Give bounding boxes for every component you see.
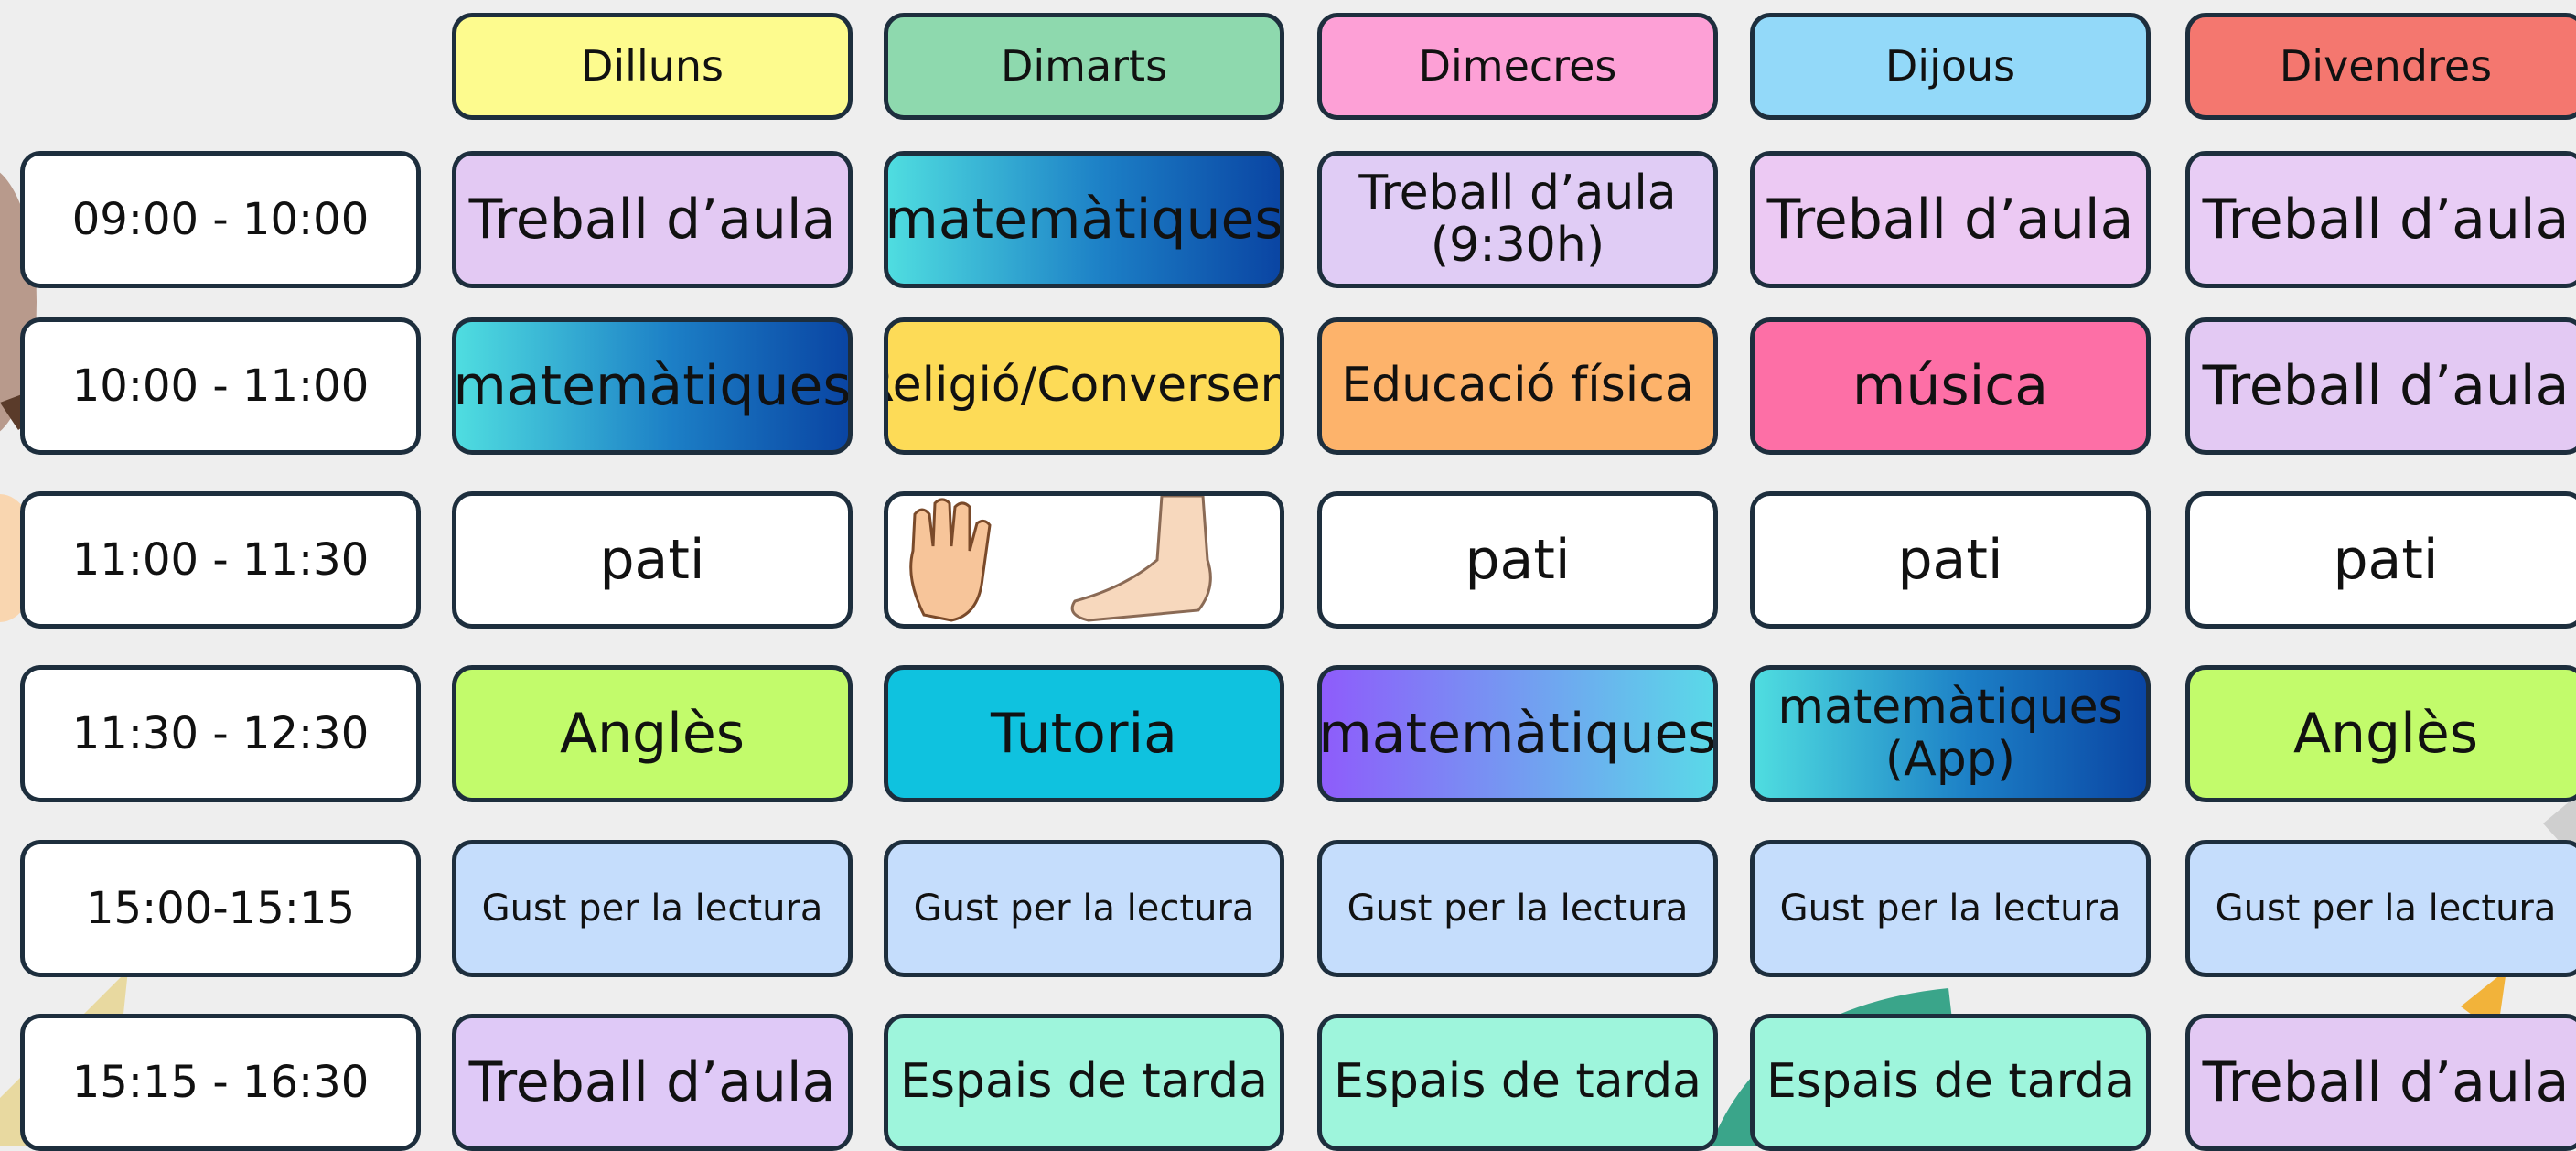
time-slot: 11:00 - 11:30 [20,491,421,629]
schedule-cell: Treball d’aula [452,1014,853,1151]
schedule-cell: Treball d’aula [2185,317,2576,455]
schedule-cell: matemàtiques (App) [1750,665,2151,802]
schedule-cell: Gust per la lectura [1317,840,1718,977]
hand-foot-illustration [909,496,1212,622]
schedule-cell: Educació física [1317,317,1718,455]
time-slot: 10:00 - 11:00 [20,317,421,455]
schedule-cell: Treball d’aula [2185,151,2576,288]
schedule-cell: matemàtiques [884,151,1284,288]
schedule-cell: Gust per la lectura [452,840,853,977]
schedule-cell: Religió/Conversem [884,317,1284,455]
schedule-cell: matemàtiques [452,317,853,455]
time-slot: 11:30 - 12:30 [20,665,421,802]
schedule-cell: Treball d’aula [452,151,853,288]
schedule-cell: Treball d’aula (9:30h) [1317,151,1718,288]
time-slot: 09:00 - 10:00 [20,151,421,288]
schedule-cell: Anglès [452,665,853,802]
schedule-cell: Gust per la lectura [2185,840,2576,977]
schedule-cell: Treball d’aula [1750,151,2151,288]
schedule-cell: Gust per la lectura [1750,840,2151,977]
schedule-cell: Espais de tarda [1317,1014,1718,1151]
schedule-cell: Tutoria [884,665,1284,802]
time-slot: 15:00-15:15 [20,840,421,977]
schedule-cell: música [1750,317,2151,455]
day-header: Divendres [2185,13,2576,120]
schedule-cell: pati [1317,491,1718,629]
schedule-cell: pati [452,491,853,629]
schedule-cell: Anglès [2185,665,2576,802]
schedule-cell: pati [2185,491,2576,629]
day-header: Dimarts [884,13,1284,120]
schedule-cell: Espais de tarda [1750,1014,2151,1151]
day-header: Dilluns [452,13,853,120]
schedule-cell: Treball d’aula [2185,1014,2576,1151]
day-header: Dijous [1750,13,2151,120]
schedule-cell: Espais de tarda [884,1014,1284,1151]
schedule-cell: pati [1750,491,2151,629]
day-header: Dimecres [1317,13,1718,120]
schedule-cell: matemàtiques [1317,665,1718,802]
schedule-cell: Gust per la lectura [884,840,1284,977]
time-slot: 15:15 - 16:30 [20,1014,421,1151]
